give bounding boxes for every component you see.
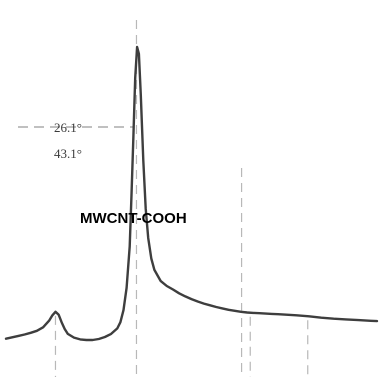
series-line-mwcnt-cooh [6, 47, 377, 340]
series-label: MWCNT-COOH [80, 210, 187, 227]
reference-lines [55, 20, 307, 377]
annotation-label-26-1: 26.1° [54, 120, 82, 135]
annotation-label-43-1: 43.1° [54, 146, 82, 161]
